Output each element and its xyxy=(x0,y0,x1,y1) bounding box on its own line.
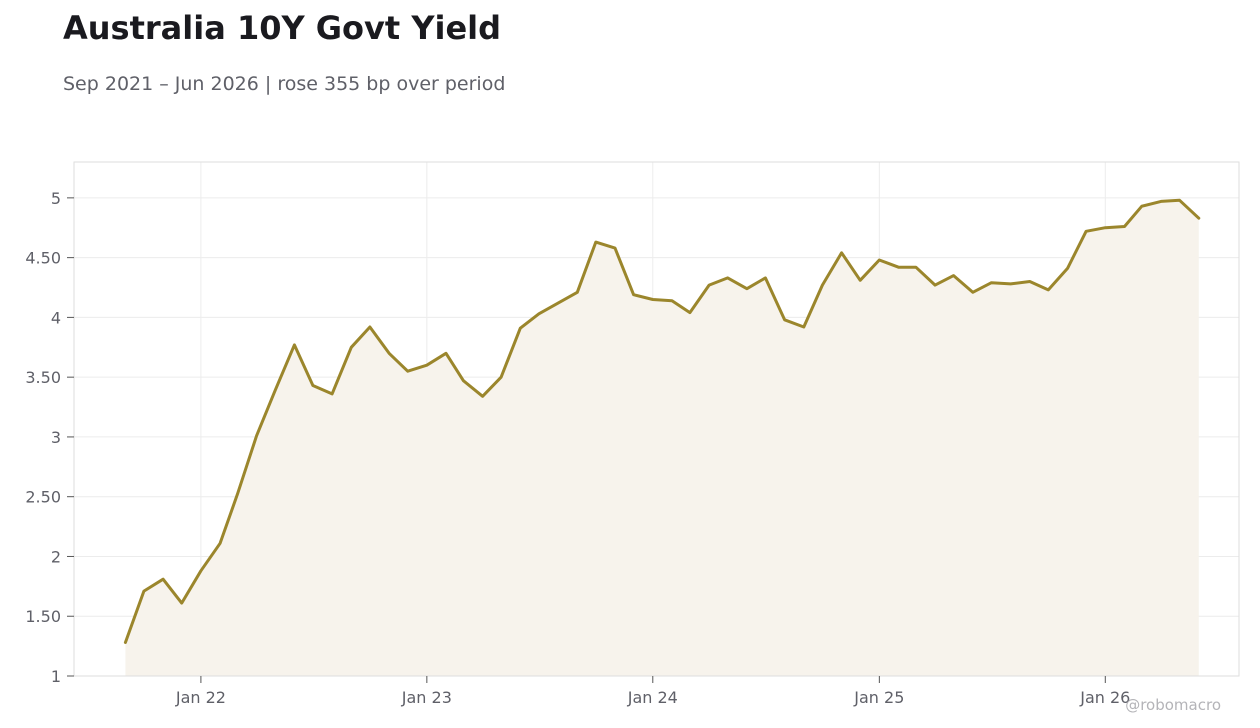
x-tick-labels: Jan 22 Jan 23 Jan 24 Jan 25 Jan 26 xyxy=(175,688,1131,707)
y-tick-label: 2.50 xyxy=(25,488,61,507)
y-tick-label: 3.50 xyxy=(25,368,61,387)
y-tick-label: 4.50 xyxy=(25,249,61,268)
y-tick-label: 2 xyxy=(51,547,61,566)
y-tick-labels: 1 1.50 2 2.50 3 3.50 4 4.50 5 xyxy=(25,189,61,686)
tick-marks xyxy=(67,197,1106,683)
x-tick-label: Jan 22 xyxy=(175,688,226,707)
y-tick-label: 1.50 xyxy=(25,607,61,626)
chart-subtitle: Sep 2021 – Jun 2026 | rose 355 bp over p… xyxy=(63,73,506,95)
y-tick-label: 1 xyxy=(51,667,61,686)
x-tick-label: Jan 26 xyxy=(1079,688,1130,707)
y-tick-label: 5 xyxy=(51,189,61,208)
series-line xyxy=(123,198,1201,644)
y-tick-label: 4 xyxy=(51,308,61,327)
area-fill xyxy=(125,200,1199,677)
x-tick-label: Jan 25 xyxy=(853,688,904,707)
y-tick-label: 3 xyxy=(51,428,61,447)
x-tick-label: Jan 23 xyxy=(401,688,452,707)
x-tick-label: Jan 24 xyxy=(627,688,678,707)
watermark: @robomacro xyxy=(1125,696,1221,714)
plot-frame xyxy=(73,161,1240,677)
chart-title: Australia 10Y Govt Yield xyxy=(63,9,502,47)
